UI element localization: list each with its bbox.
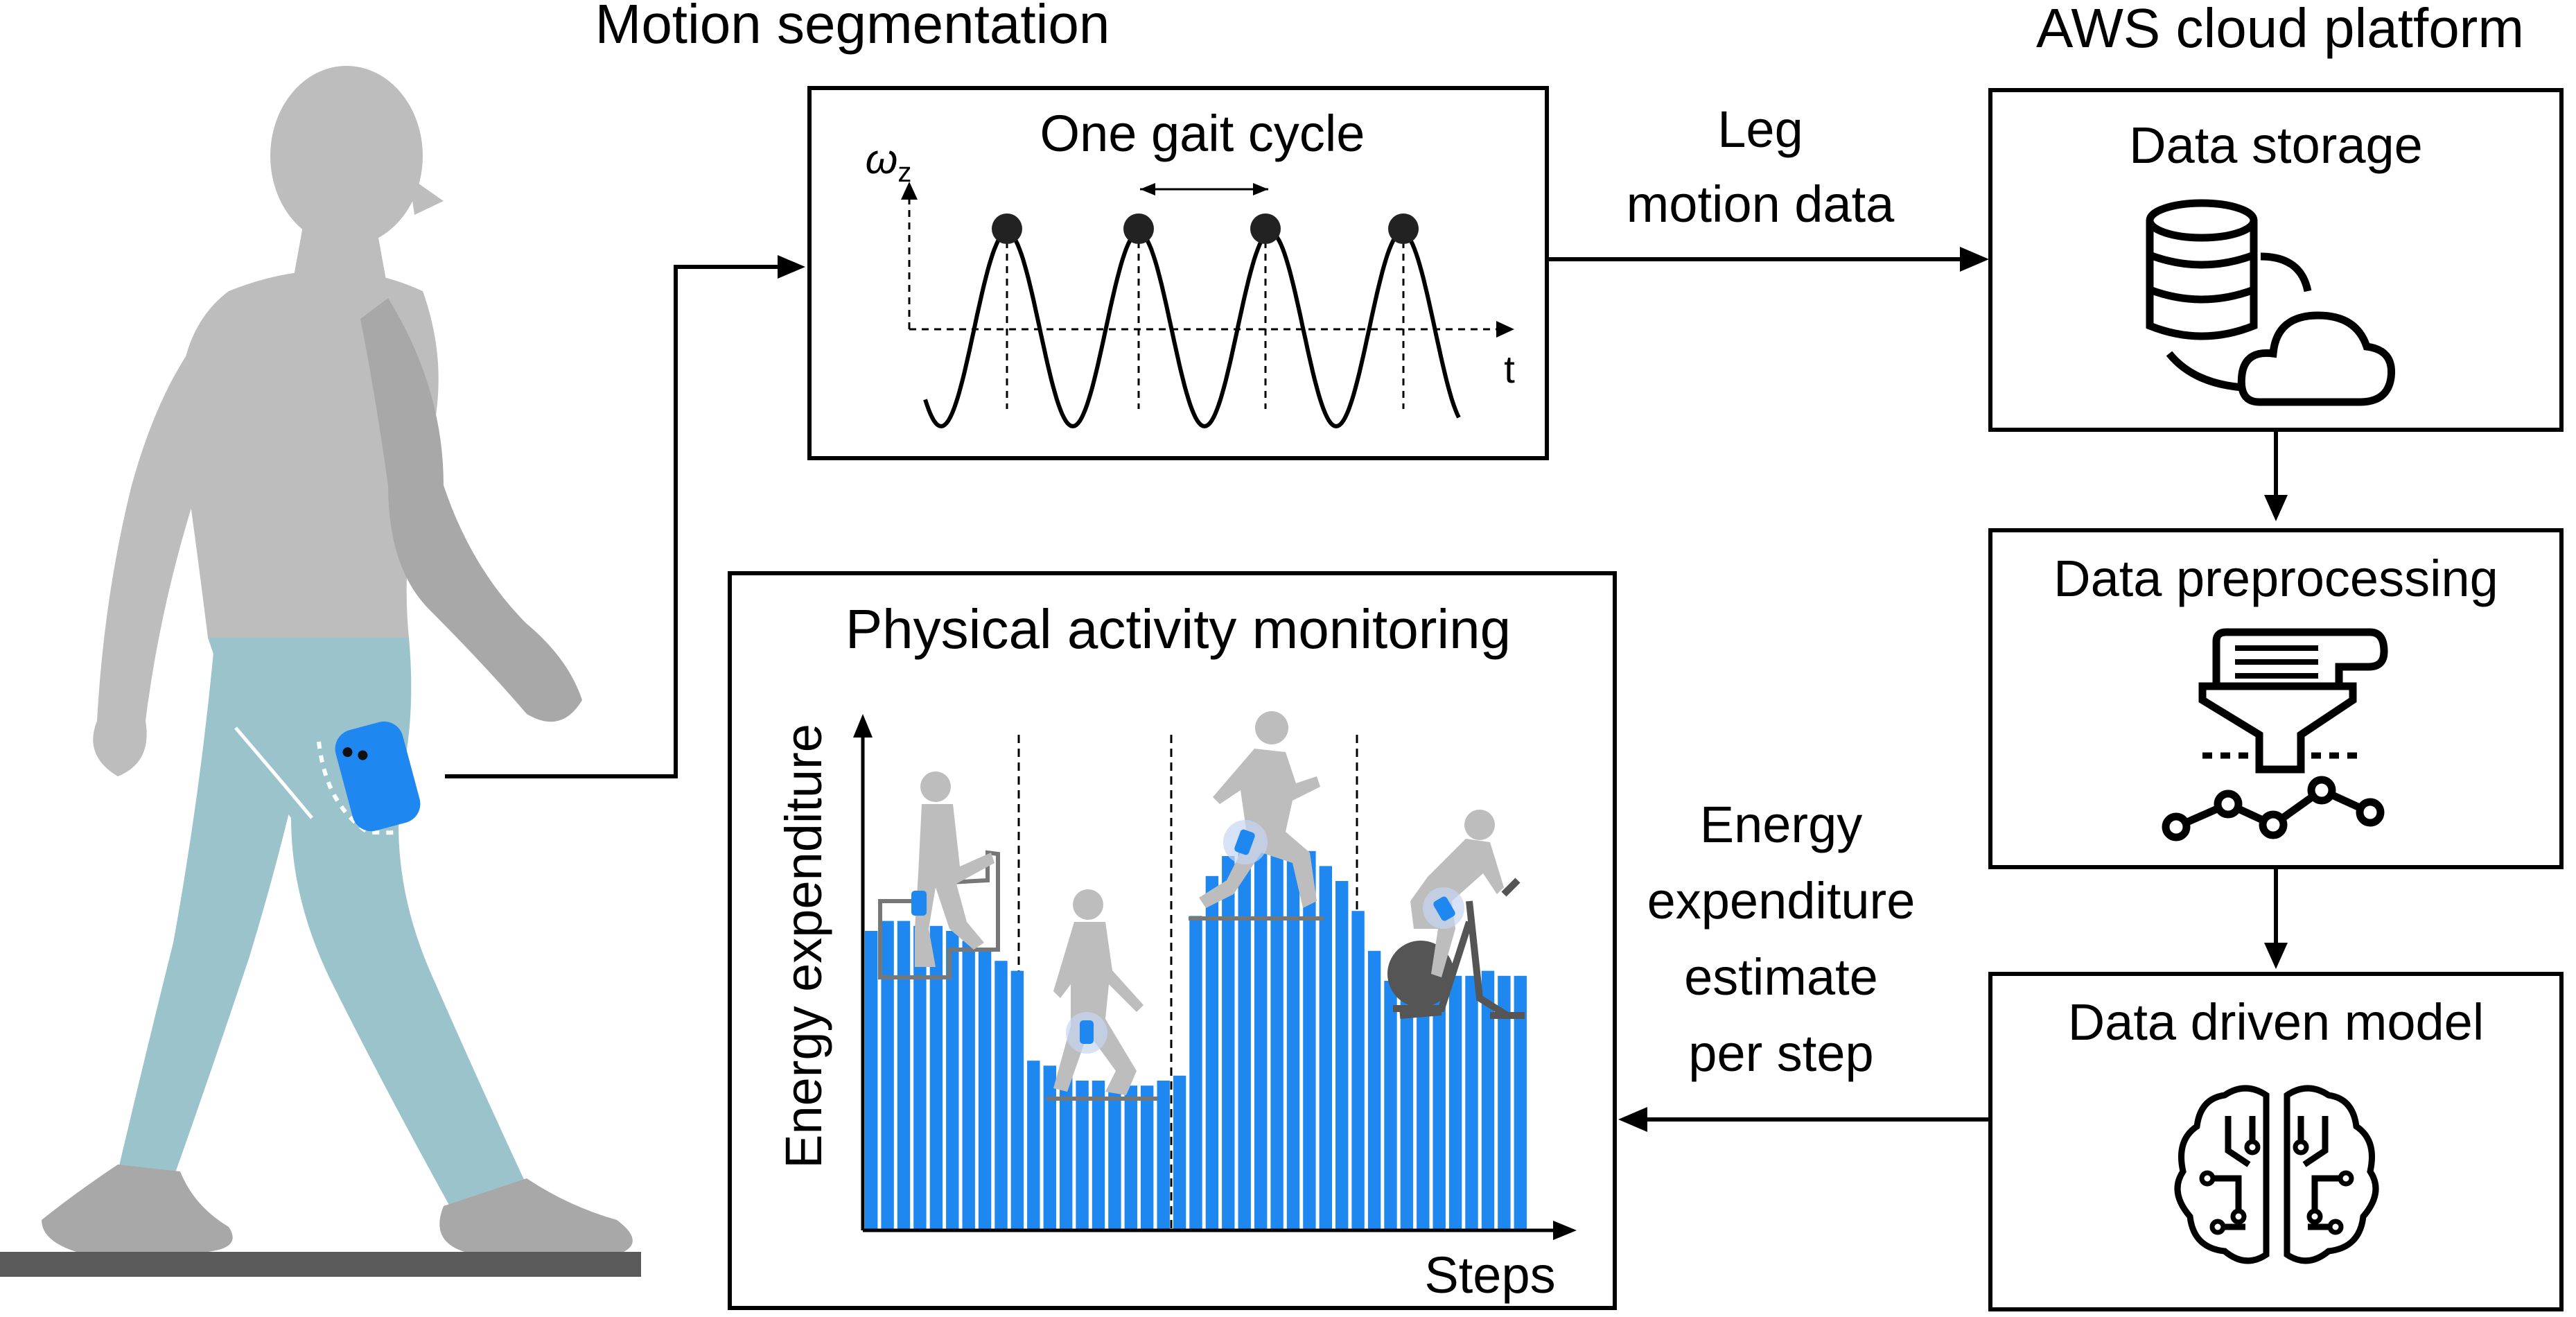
- peak-dot-1: [992, 213, 1022, 244]
- motion-segmentation-title: Motion segmentation: [595, 0, 1110, 55]
- omega-symbol: ωz: [866, 136, 912, 188]
- energy-bar: [1205, 875, 1219, 1230]
- person-front-leg: [208, 638, 527, 1220]
- database-cloud-icon: [2146, 199, 2396, 406]
- energy-bar: [1108, 1085, 1121, 1230]
- energy-bar: [995, 961, 1008, 1230]
- data-driven-model-label: Data driven model: [2068, 993, 2485, 1051]
- energy-bar: [1060, 1075, 1073, 1230]
- person-back-arm: [93, 305, 249, 776]
- energy-bar: [1303, 851, 1316, 1230]
- peak-dot-4: [1388, 213, 1419, 244]
- energy-bar: [1465, 975, 1478, 1230]
- peak-markers: [1006, 229, 1405, 409]
- energy-label-2: expenditure: [1647, 872, 1916, 930]
- energy-bar: [946, 931, 959, 1230]
- energy-bar: [1384, 981, 1397, 1230]
- person-back-shoe: [42, 1165, 233, 1252]
- energy-bars: [865, 841, 1527, 1230]
- energy-bar: [1335, 881, 1349, 1230]
- data-preprocessing-label: Data preprocessing: [2053, 550, 2498, 607]
- brain-circuit-icon: [2174, 1085, 2379, 1264]
- energy-bar: [1238, 851, 1251, 1230]
- cycling-figure: [1387, 810, 1525, 1019]
- time-label: t: [1504, 347, 1515, 391]
- person-front-arm: [360, 298, 582, 722]
- walking-figure: [1046, 889, 1157, 1101]
- running-figure: [1189, 711, 1324, 921]
- energy-bar: [1417, 966, 1430, 1230]
- energy-bar: [962, 941, 975, 1230]
- gait-cycle-label: One gait cycle: [1040, 105, 1365, 162]
- energy-bar: [865, 931, 878, 1230]
- activity-monitoring-title: Physical activity monitoring: [845, 598, 1511, 660]
- activity-monitoring-panel: Physical activity monitoring Energy expe…: [728, 571, 1617, 1310]
- energy-bar: [1189, 916, 1202, 1230]
- energy-bar: [1043, 1065, 1056, 1230]
- data-preprocessing-box: Data preprocessing: [1988, 528, 2564, 869]
- leg-motion-label-2: motion data: [1627, 175, 1895, 233]
- data-filter-icon: [2162, 628, 2388, 841]
- energy-bar: [1010, 970, 1024, 1230]
- energy-bar: [1498, 975, 1511, 1230]
- energy-bar: [1432, 970, 1446, 1230]
- person-front-shoe: [439, 1178, 633, 1252]
- energy-bar: [1448, 975, 1462, 1230]
- energy-bar: [1124, 1085, 1137, 1230]
- energy-label-4: per step: [1688, 1024, 1873, 1082]
- energy-bar: [897, 921, 911, 1230]
- energy-bar: [1351, 911, 1365, 1230]
- data-driven-model-box: Data driven model: [1988, 972, 2564, 1311]
- person-to-segmentation-arrow: [445, 265, 787, 778]
- energy-bar: [1157, 1081, 1170, 1230]
- energy-bar: [1141, 1085, 1154, 1230]
- leg-motion-label-1: Leg: [1717, 101, 1803, 158]
- stair-climbing-figure: [878, 771, 1000, 979]
- steps-axis-label: Steps: [1424, 1246, 1555, 1304]
- energy-axis-label: Energy expenditure: [775, 724, 832, 1169]
- energy-bar: [1319, 866, 1332, 1230]
- energy-bar: [1481, 970, 1495, 1230]
- energy-bar: [978, 950, 992, 1230]
- peak-dot-3: [1250, 213, 1281, 244]
- data-storage-label: Data storage: [2129, 116, 2423, 174]
- energy-bar: [881, 921, 894, 1230]
- peak-dots: [992, 213, 1419, 244]
- person-head: [270, 66, 423, 246]
- energy-bar: [1254, 846, 1268, 1230]
- energy-bar: [1367, 950, 1381, 1230]
- ground-line: [0, 1252, 641, 1277]
- peak-dot-2: [1123, 213, 1154, 244]
- data-storage-box: Data storage: [1988, 88, 2564, 432]
- energy-bar: [1222, 856, 1235, 1230]
- smartphone-icon: [335, 721, 421, 832]
- energy-bar: [1514, 975, 1527, 1230]
- motion-segmentation-panel: Motion segmentation One gait cycle ωz t: [595, 0, 1549, 460]
- energy-bar: [1092, 1081, 1105, 1230]
- walking-person-illustration: [0, 66, 641, 1277]
- energy-bar: [1027, 1061, 1040, 1230]
- energy-label-3: estimate: [1684, 948, 1878, 1006]
- energy-bar: [1400, 970, 1414, 1230]
- energy-bar: [929, 925, 943, 1230]
- energy-bar: [1173, 1075, 1186, 1230]
- energy-bar: [1270, 841, 1283, 1230]
- energy-bar: [913, 925, 927, 1230]
- energy-bar: [1076, 1081, 1089, 1230]
- energy-bar: [1286, 846, 1300, 1230]
- aws-title: AWS cloud platform: [2036, 0, 2524, 59]
- energy-label-1: Energy: [1700, 796, 1862, 853]
